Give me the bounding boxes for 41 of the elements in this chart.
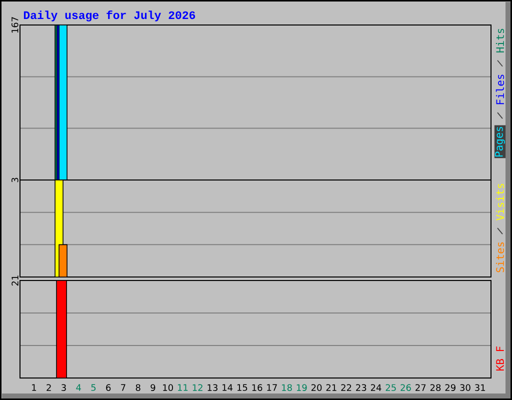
x-tick-label: 3 — [62, 384, 66, 392]
text: Files — [496, 74, 504, 104]
x-tick-label: 22 — [341, 384, 352, 391]
x-tick-label: 10 — [163, 384, 173, 392]
text: KB F — [496, 346, 504, 370]
x-tick-label: 7 — [121, 384, 126, 391]
x-tick-label: 30 — [460, 384, 470, 392]
x-tick-label: 14 — [222, 384, 233, 391]
x-tick-label: 24 — [370, 384, 382, 391]
y-tick-label: 21 — [12, 276, 18, 286]
x-tick-label: 21 — [326, 384, 336, 391]
chart-title: Daily usage for July 2026 — [24, 10, 196, 22]
x-tick-label: 8 — [136, 384, 140, 392]
x-tick-label: 28 — [430, 384, 441, 392]
x-tick-label: 5 — [91, 384, 96, 391]
text: Hits — [496, 28, 504, 52]
x-tick-label: 4 — [76, 384, 81, 391]
x-tick-label: 1 — [32, 384, 36, 391]
x-tick-label: 2 — [46, 384, 51, 391]
x-tick-label: 23 — [356, 384, 366, 392]
text: Pages — [495, 126, 505, 156]
x-tick-label: 16 — [252, 384, 262, 392]
y-tick-label: 3 — [11, 178, 18, 182]
x-tick-label: 18 — [282, 384, 292, 392]
x-tick-label: 13 — [208, 384, 218, 392]
x-tick-label: 31 — [475, 384, 485, 392]
y-tick-label: 167 — [11, 17, 18, 33]
text: Visits — [496, 184, 504, 220]
x-tick-label: 20 — [311, 384, 322, 392]
x-tick-label: 29 — [445, 384, 456, 392]
x-tick-label: 9 — [150, 384, 156, 392]
x-tick-label: 6 — [106, 384, 111, 392]
x-tick-label: 19 — [296, 384, 307, 392]
x-tick-label: 11 — [178, 384, 188, 391]
x-tick-label: 25 — [386, 384, 396, 392]
x-tick-label: 17 — [267, 384, 277, 391]
x-tick-label: 15 — [237, 384, 248, 391]
text: Sites — [496, 242, 504, 272]
x-tick-label: 27 — [416, 384, 426, 391]
x-tick-label: 12 — [192, 384, 202, 391]
x-tick-label: 26 — [400, 384, 411, 392]
